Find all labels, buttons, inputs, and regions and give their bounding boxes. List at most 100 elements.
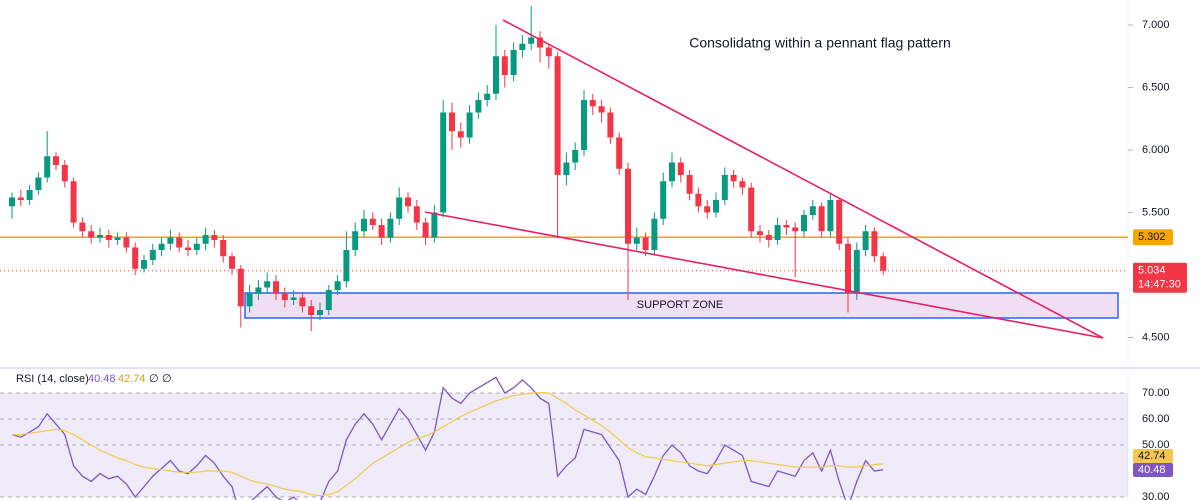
candle-body <box>361 218 367 232</box>
y-tick-label: 6.000 <box>1142 144 1170 156</box>
candle-body <box>739 181 746 188</box>
candle-body <box>880 256 887 271</box>
candle-body <box>466 112 473 138</box>
value-badge-label: 40.48 <box>1138 464 1166 476</box>
candle-body <box>290 297 297 300</box>
candle-body <box>158 243 165 250</box>
candle-body <box>264 281 271 288</box>
candle-body <box>396 197 403 219</box>
candle-body <box>97 235 103 238</box>
candle-body <box>572 150 579 163</box>
candle-body <box>61 165 68 182</box>
rsi-band <box>0 393 1128 498</box>
candle-body <box>237 268 244 307</box>
candle-body <box>53 156 59 165</box>
candle-body <box>273 281 279 294</box>
countdown: 14:47:30 <box>1138 279 1181 291</box>
candle-body <box>528 37 535 44</box>
candle-body <box>730 175 737 182</box>
candle-body <box>783 225 790 228</box>
candle-body <box>229 256 235 269</box>
candle-body <box>220 240 227 257</box>
candle-body <box>871 231 878 257</box>
candle-body <box>765 235 772 240</box>
support-zone-label: SUPPORT ZONE <box>637 299 723 311</box>
upper-trendline <box>502 19 1104 339</box>
candle-body <box>554 56 561 175</box>
candle-body <box>827 200 834 232</box>
candle-body <box>88 231 95 238</box>
candle-body <box>141 260 147 269</box>
rsi-ma-value: 42.74 <box>118 373 146 385</box>
candle-body <box>35 177 42 190</box>
candle-body <box>202 235 209 244</box>
candle-body <box>809 206 816 215</box>
candle-body <box>818 206 825 232</box>
rsi-extra: ∅ <box>149 373 159 385</box>
candle-body <box>123 237 130 248</box>
candle-body <box>114 237 121 240</box>
y-tick-label: 4.500 <box>1142 331 1170 343</box>
candle-body <box>352 231 359 250</box>
rsi-line <box>12 391 884 497</box>
y-tick-label: 60.00 <box>1142 413 1170 425</box>
candle-body <box>774 225 781 240</box>
candle-body <box>440 112 447 213</box>
value-badge <box>1133 463 1173 477</box>
y-tick-label: 70.00 <box>1142 387 1170 399</box>
candle-body <box>405 197 411 207</box>
candle-body <box>484 93 491 100</box>
y-tick-label: 7.000 <box>1142 19 1170 31</box>
candle-body <box>308 306 315 315</box>
candle-body <box>17 197 24 200</box>
y-tick-label: 50.00 <box>1142 439 1170 451</box>
candle-body <box>105 235 112 240</box>
y-tick-label: 6.500 <box>1142 81 1170 93</box>
candle-body <box>255 287 262 294</box>
candle-body <box>9 197 15 207</box>
candle-body <box>845 243 851 294</box>
candle-body <box>457 131 464 138</box>
rsi-line <box>11 376 884 500</box>
candle-body <box>836 200 843 244</box>
candle-body <box>563 162 570 175</box>
candle-body <box>801 215 807 232</box>
level-label: 5.302 <box>1138 231 1166 243</box>
candle-body <box>581 100 587 150</box>
candle-body <box>625 168 631 244</box>
candle-body <box>757 231 763 235</box>
candle-body <box>422 222 429 238</box>
candle-body <box>475 100 482 113</box>
candle-body <box>695 193 702 207</box>
candle-body <box>44 156 51 178</box>
candle-body <box>387 218 394 238</box>
value-badge-label: 42.74 <box>1138 450 1166 462</box>
candle-body <box>493 56 499 94</box>
last-price-label: 5.034 <box>1138 265 1166 277</box>
value-badge <box>1133 449 1173 463</box>
candle-body <box>748 187 755 232</box>
candle-body <box>449 112 455 132</box>
candle-body <box>792 227 799 232</box>
candle-body <box>193 243 200 250</box>
candle-body <box>185 247 191 250</box>
candle-body <box>317 310 323 315</box>
lower-trendline <box>424 211 1104 339</box>
candle-body <box>299 297 306 307</box>
candle-body <box>598 106 605 113</box>
candle-body <box>677 162 684 175</box>
candle-body <box>167 237 174 244</box>
candle-body <box>616 137 623 169</box>
candle-body <box>343 250 350 282</box>
candle-body <box>633 237 640 244</box>
candle-body <box>713 200 719 213</box>
candle-body <box>211 235 218 240</box>
candle-body <box>369 218 376 225</box>
candle-body <box>325 290 332 310</box>
candle-body <box>537 37 543 48</box>
rsi-title: RSI (14, close) <box>16 373 89 385</box>
candle-body <box>607 112 614 138</box>
candle-body <box>26 190 33 200</box>
